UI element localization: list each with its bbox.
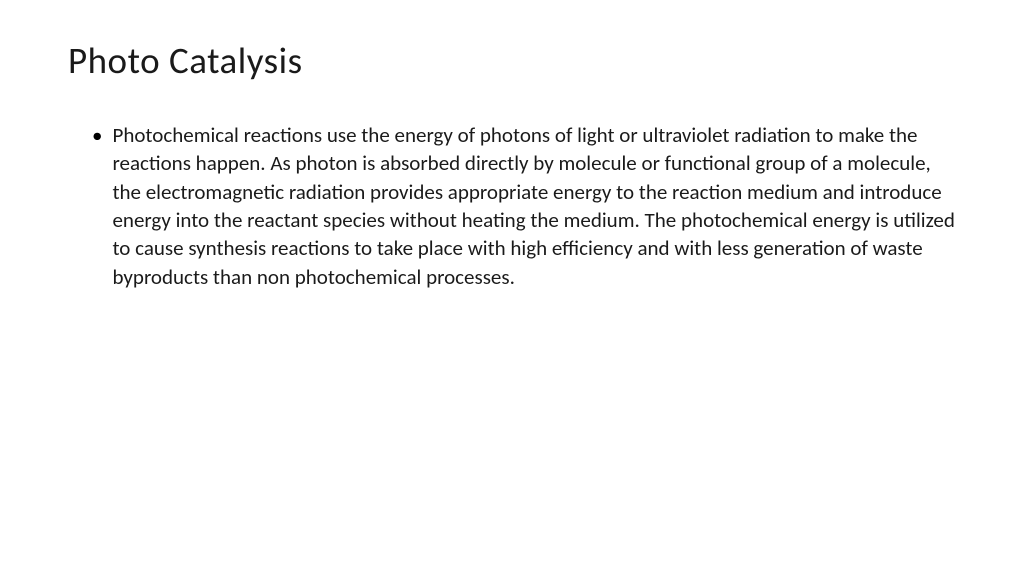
slide-content: • Photochemical reactions use the energy… bbox=[68, 121, 956, 291]
bullet-item: • Photochemical reactions use the energy… bbox=[92, 121, 956, 291]
bullet-text: Photochemical reactions use the energy o… bbox=[112, 121, 956, 291]
bullet-marker: • bbox=[92, 121, 102, 149]
slide-title: Photo Catalysis bbox=[68, 38, 956, 83]
